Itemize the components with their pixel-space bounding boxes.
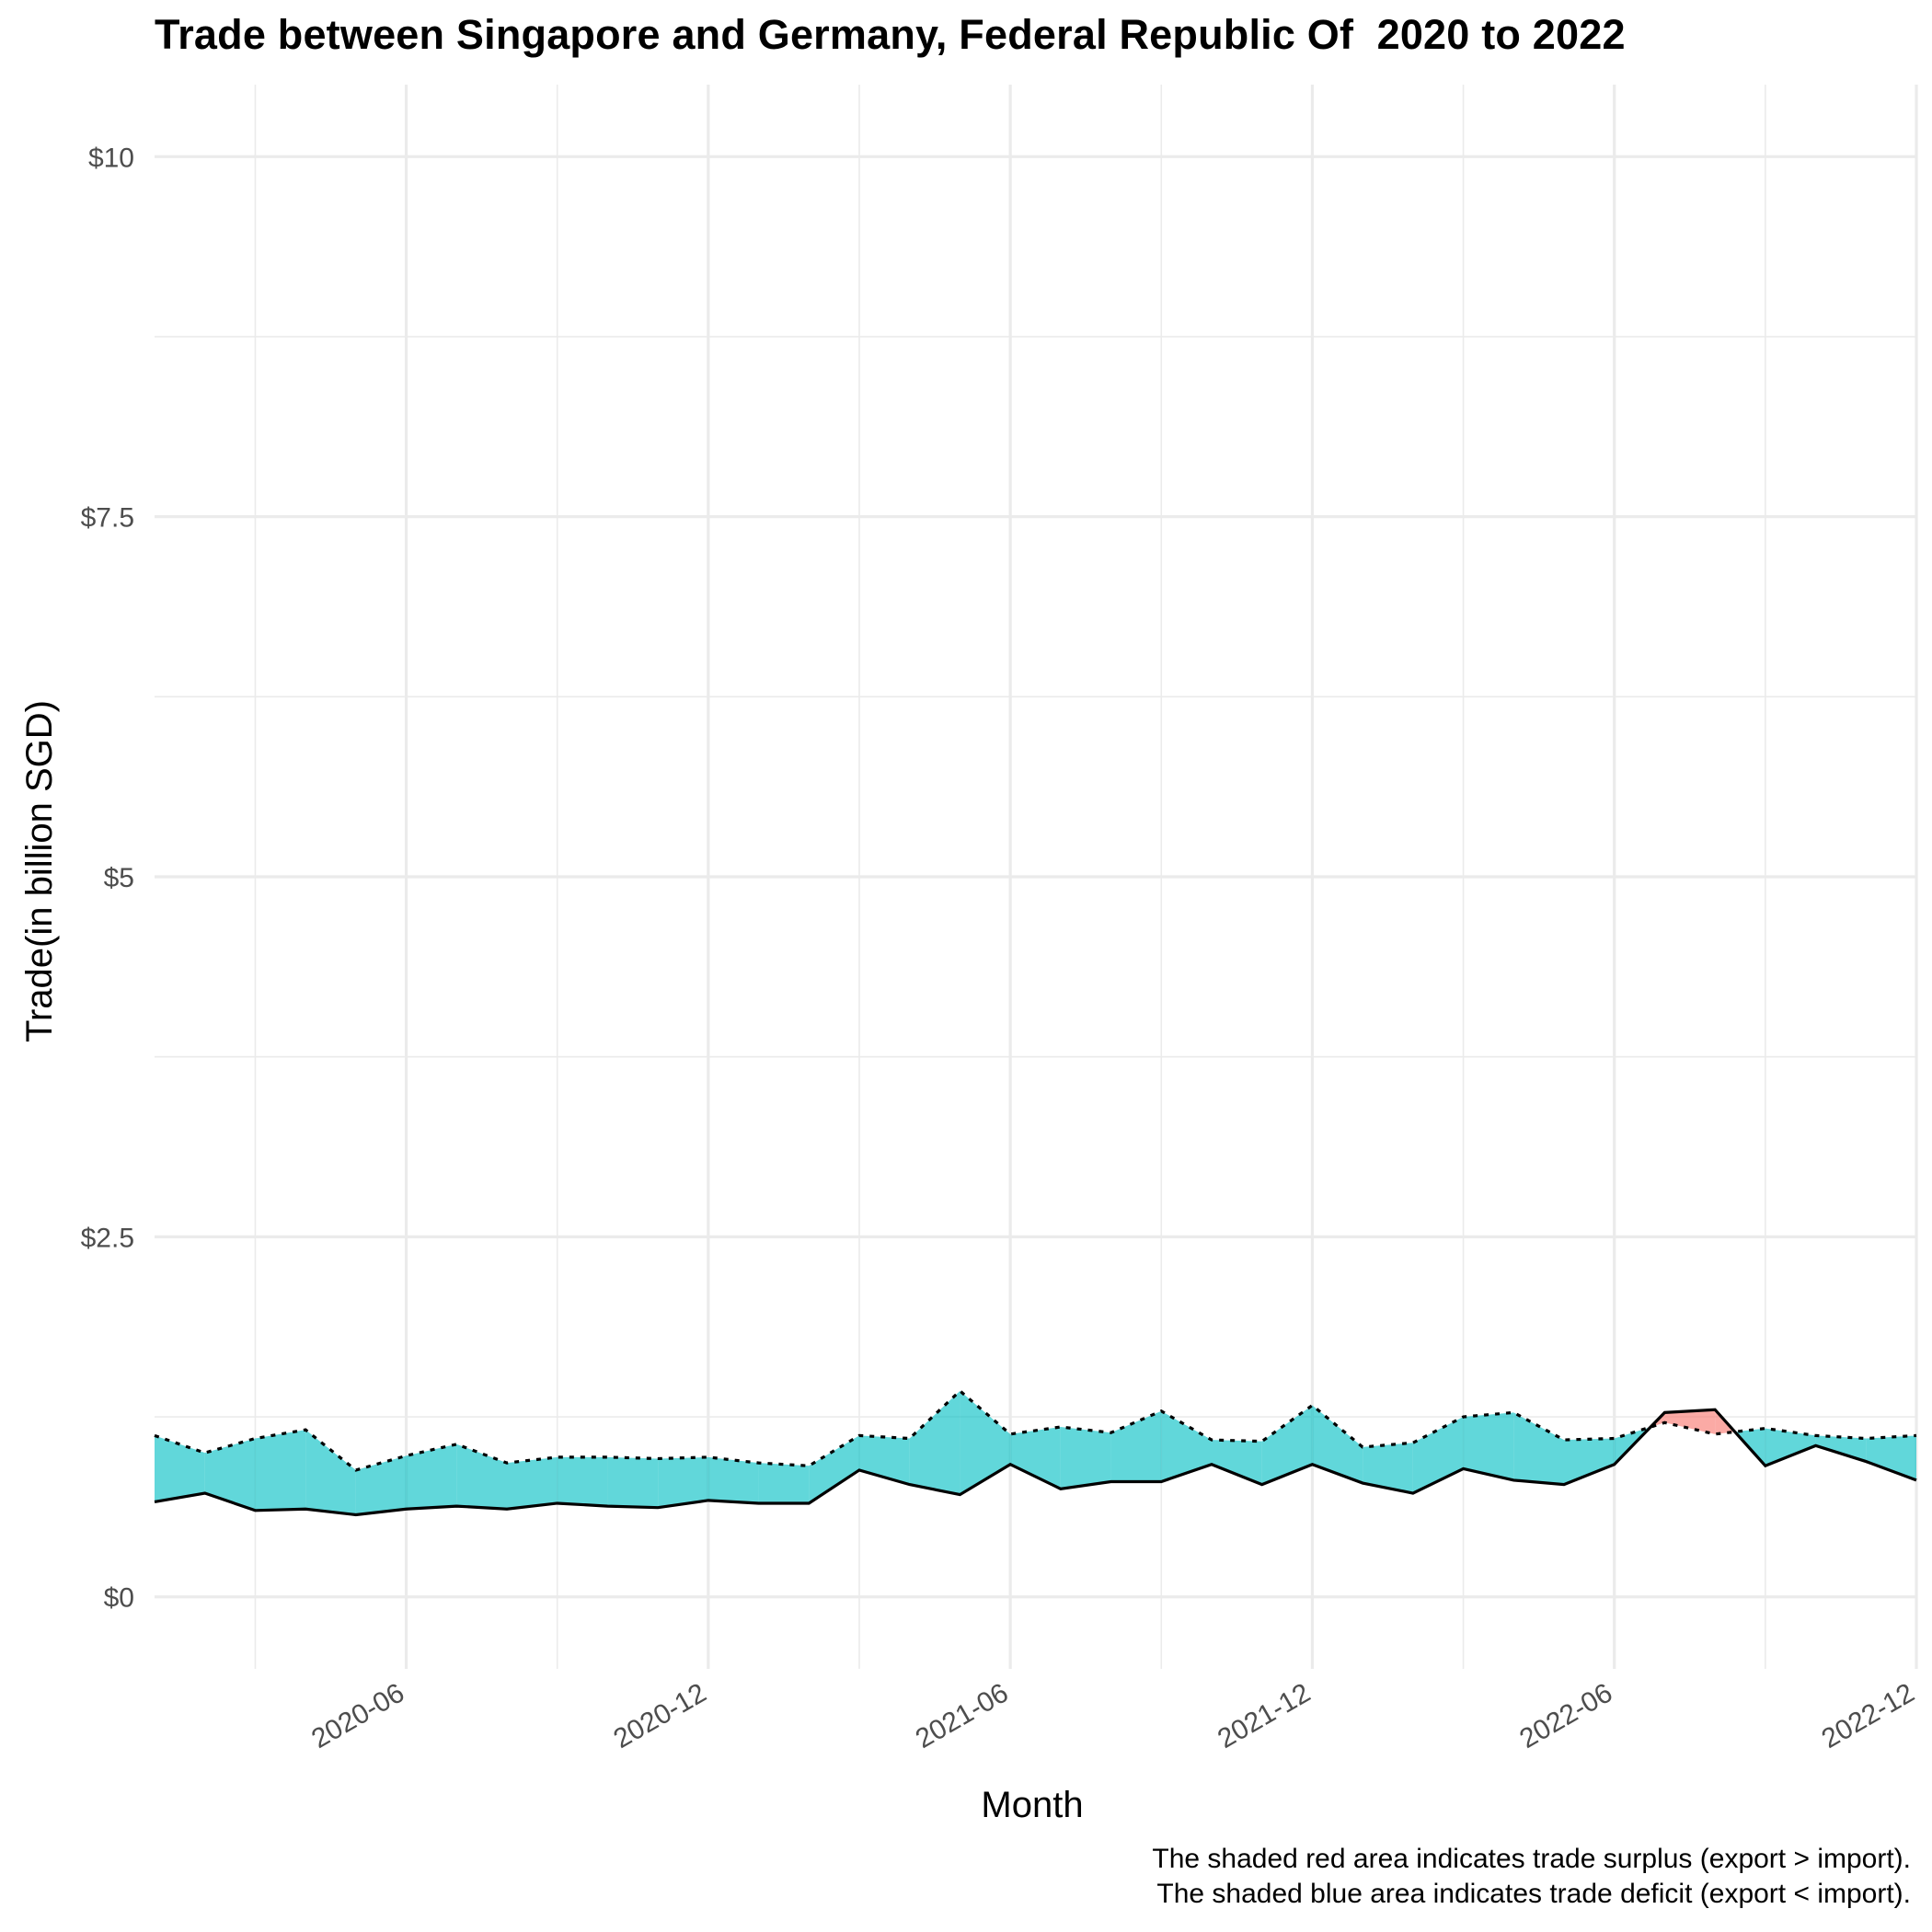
deficit-area bbox=[305, 1430, 356, 1515]
deficit-area bbox=[1312, 1405, 1363, 1484]
y-tick-label: $0 bbox=[104, 1583, 134, 1614]
y-tick-label: $7.5 bbox=[81, 503, 134, 534]
deficit-area bbox=[456, 1443, 507, 1510]
export-line bbox=[154, 1408, 1917, 1517]
deficit-area bbox=[1110, 1410, 1162, 1482]
x-tick-label: 2021-06 bbox=[911, 1677, 1014, 1754]
deficit-area bbox=[809, 1435, 859, 1503]
deficit-area bbox=[607, 1456, 659, 1508]
deficit-area bbox=[406, 1443, 457, 1510]
deficit-area bbox=[1212, 1440, 1262, 1485]
y-tick-label: $2.5 bbox=[81, 1223, 134, 1253]
x-tick-label: 2022-12 bbox=[1817, 1677, 1920, 1754]
deficit-area bbox=[909, 1390, 960, 1495]
import-line bbox=[154, 1388, 1917, 1472]
deficit-area bbox=[758, 1463, 810, 1503]
x-axis-title: Month bbox=[981, 1785, 1083, 1825]
deficit-area bbox=[1363, 1443, 1413, 1494]
deficit-area bbox=[355, 1455, 407, 1515]
deficit-area bbox=[1564, 1438, 1615, 1485]
chart-title: Trade between Singapore and Germany, Fed… bbox=[155, 11, 1626, 58]
deficit-area bbox=[204, 1438, 256, 1511]
deficit-area bbox=[1010, 1427, 1061, 1489]
y-tick-label: $10 bbox=[88, 143, 134, 173]
deficit-area bbox=[1463, 1412, 1514, 1480]
y-axis-ticks: $0 $2.5 $5 $7.5 $10 bbox=[81, 143, 134, 1613]
deficit-area bbox=[1765, 1428, 1816, 1466]
x-tick-label: 2022-06 bbox=[1514, 1677, 1617, 1754]
caption-surplus: The shaded red area indicates trade surp… bbox=[1152, 1844, 1911, 1874]
grid bbox=[155, 85, 1918, 1669]
deficit-area bbox=[1161, 1410, 1212, 1482]
deficit-area bbox=[658, 1456, 708, 1508]
deficit-area bbox=[507, 1456, 558, 1510]
y-axis-title: Trade(in billion SGD) bbox=[19, 700, 60, 1042]
series-lines bbox=[154, 1388, 1917, 1517]
deficit-area bbox=[1866, 1435, 1916, 1480]
deficit-area bbox=[255, 1430, 306, 1511]
y-tick-label: $5 bbox=[104, 863, 134, 893]
x-tick-label: 2021-12 bbox=[1213, 1677, 1316, 1754]
x-axis-ticks: 2020-06 2020-12 2021-06 2021-12 2022-06 2022-… bbox=[306, 1677, 1919, 1754]
deficit-area bbox=[960, 1390, 1011, 1495]
deficit-area bbox=[1815, 1435, 1867, 1462]
deficit-area bbox=[1513, 1412, 1564, 1485]
deficit-area bbox=[557, 1456, 608, 1507]
deficit-area bbox=[155, 1435, 205, 1502]
deficit-area bbox=[1261, 1405, 1313, 1485]
x-tick-label: 2020-06 bbox=[306, 1677, 409, 1754]
x-tick-label: 2020-12 bbox=[608, 1677, 711, 1754]
surplus-area bbox=[1664, 1409, 1716, 1434]
deficit-area bbox=[1060, 1427, 1111, 1489]
deficit-area bbox=[707, 1456, 759, 1503]
shaded-areas bbox=[155, 1390, 1916, 1515]
caption-deficit: The shaded blue area indicates trade def… bbox=[1156, 1879, 1911, 1909]
